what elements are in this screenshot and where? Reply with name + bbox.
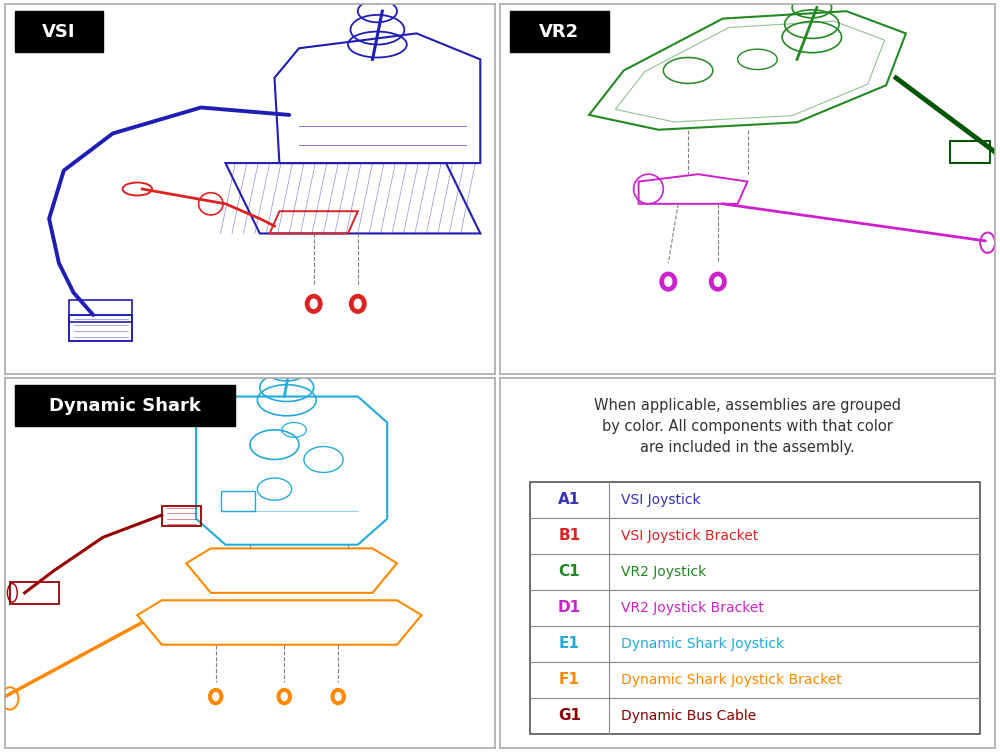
Ellipse shape xyxy=(660,272,677,291)
Text: Dynamic Shark: Dynamic Shark xyxy=(49,397,201,415)
Text: B1: B1 xyxy=(558,528,580,544)
Ellipse shape xyxy=(213,692,219,701)
Text: VR2 Joystick Bracket: VR2 Joystick Bracket xyxy=(621,601,764,615)
Text: Dynamic Shark Joystick Bracket: Dynamic Shark Joystick Bracket xyxy=(621,673,842,686)
Text: Dynamic Shark Joystick: Dynamic Shark Joystick xyxy=(621,637,784,651)
Ellipse shape xyxy=(209,689,223,705)
Ellipse shape xyxy=(305,295,322,313)
Text: F1: F1 xyxy=(559,672,580,687)
Ellipse shape xyxy=(714,277,721,287)
Text: VR2: VR2 xyxy=(539,23,579,41)
Ellipse shape xyxy=(310,299,317,308)
Text: D1: D1 xyxy=(558,600,581,615)
Text: VR2 Joystick: VR2 Joystick xyxy=(621,565,707,578)
Text: VSI Joystick: VSI Joystick xyxy=(621,493,701,507)
Bar xyxy=(15,386,235,426)
Ellipse shape xyxy=(281,692,287,701)
Ellipse shape xyxy=(350,295,366,313)
Text: A1: A1 xyxy=(558,492,580,507)
Text: Dynamic Bus Cable: Dynamic Bus Cable xyxy=(621,708,757,723)
Ellipse shape xyxy=(277,689,291,705)
Bar xyxy=(69,315,132,341)
Bar xyxy=(510,11,609,52)
Bar xyxy=(69,300,132,322)
Ellipse shape xyxy=(331,689,345,705)
Text: C1: C1 xyxy=(558,564,580,579)
Text: G1: G1 xyxy=(558,708,581,723)
Ellipse shape xyxy=(665,277,672,287)
Ellipse shape xyxy=(354,299,361,308)
Text: VSI Joystick Bracket: VSI Joystick Bracket xyxy=(621,528,759,543)
Bar xyxy=(221,491,255,511)
Bar xyxy=(10,582,59,604)
Ellipse shape xyxy=(335,692,341,701)
Bar xyxy=(15,11,103,52)
Text: E1: E1 xyxy=(559,636,580,651)
Text: VSI: VSI xyxy=(42,23,76,41)
Bar xyxy=(530,482,980,733)
Bar xyxy=(162,506,201,526)
Text: When applicable, assemblies are grouped
by color. All components with that color: When applicable, assemblies are grouped … xyxy=(594,398,901,454)
Ellipse shape xyxy=(709,272,726,291)
